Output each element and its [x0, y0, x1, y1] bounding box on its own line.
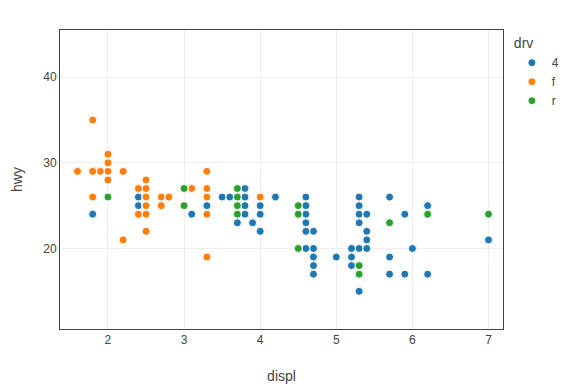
svg-text:hwy: hwy: [9, 167, 25, 192]
svg-text:displ: displ: [267, 368, 296, 384]
svg-text:30: 30: [43, 156, 57, 170]
svg-text:7: 7: [485, 333, 492, 347]
svg-text:4: 4: [552, 56, 559, 70]
svg-text:20: 20: [43, 242, 57, 256]
svg-text:drv: drv: [514, 35, 533, 51]
svg-text:r: r: [552, 94, 556, 108]
svg-text:4: 4: [257, 333, 264, 347]
svg-text:40: 40: [43, 70, 57, 84]
svg-text:2: 2: [105, 333, 112, 347]
svg-text:6: 6: [409, 333, 416, 347]
svg-text:3: 3: [181, 333, 188, 347]
svg-text:5: 5: [333, 333, 340, 347]
svg-text:f: f: [552, 75, 556, 89]
